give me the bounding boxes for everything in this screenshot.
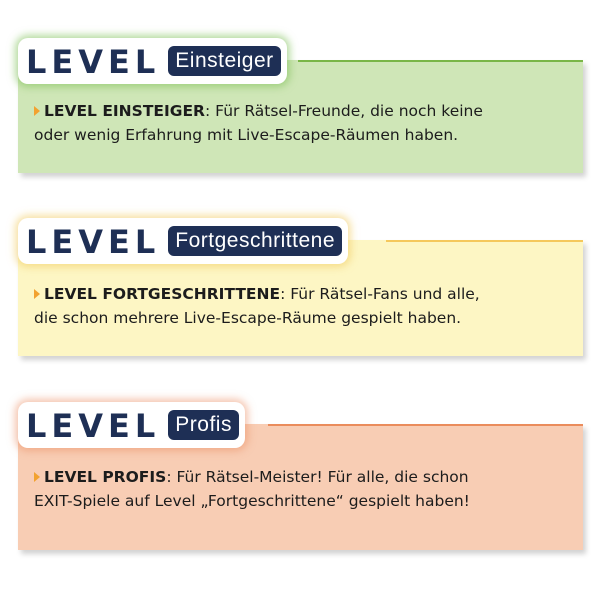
level-badge: LEVEL Einsteiger <box>18 38 287 84</box>
description-text-1: : Für Rätsel-Meister! Für alle, die scho… <box>166 468 469 486</box>
card-top-border <box>386 240 583 242</box>
arrow-right-icon <box>34 106 40 116</box>
description-line-2: die schon mehrere Live-Escape-Räume gesp… <box>34 309 462 327</box>
level-badge: LEVEL Fortgeschrittene <box>18 218 349 264</box>
card-top-border <box>268 424 583 426</box>
level-tag: Profis <box>168 410 239 440</box>
level-tag: Fortgeschrittene <box>168 226 343 256</box>
description-text-1: : Für Rätsel-Freunde, die noch keine <box>205 102 483 120</box>
level-heading: LEVEL EINSTEIGER <box>44 102 205 120</box>
level-card-fortgeschrittene: LEVEL Fortgeschrittene LEVEL FORTGESCHRI… <box>18 218 583 356</box>
description-text-1: : Für Rätsel-Fans und alle, <box>280 285 480 303</box>
level-description: LEVEL FORTGESCHRITTENE: Für Rätsel-Fans … <box>34 282 569 330</box>
level-badge: LEVEL Profis <box>18 402 245 448</box>
level-heading: LEVEL PROFIS <box>44 468 167 486</box>
level-description: LEVEL PROFIS: Für Rätsel-Meister! Für al… <box>34 465 569 513</box>
card-top-border <box>298 60 583 62</box>
level-card-einsteiger: LEVEL Einsteiger LEVEL EINSTEIGER: Für R… <box>18 38 583 173</box>
arrow-right-icon <box>34 289 40 299</box>
level-card-profis: LEVEL Profis LEVEL PROFIS: Für Rätsel-Me… <box>18 402 583 550</box>
description-line-2: oder wenig Erfahrung mit Live-Escape-Räu… <box>34 126 459 144</box>
level-tag: Einsteiger <box>168 46 281 76</box>
level-heading: LEVEL FORTGESCHRITTENE <box>44 285 281 303</box>
arrow-right-icon <box>34 472 40 482</box>
description-line-1: LEVEL EINSTEIGER: Für Rätsel-Freunde, di… <box>34 99 569 123</box>
description-line-1: LEVEL PROFIS: Für Rätsel-Meister! Für al… <box>34 465 569 489</box>
level-label: LEVEL <box>26 406 161 445</box>
level-label: LEVEL <box>26 42 161 81</box>
description-line-1: LEVEL FORTGESCHRITTENE: Für Rätsel-Fans … <box>34 282 569 306</box>
description-line-2: EXIT-Spiele auf Level „Fortgeschrittene“… <box>34 492 470 510</box>
level-label: LEVEL <box>26 222 161 261</box>
level-description: LEVEL EINSTEIGER: Für Rätsel-Freunde, di… <box>34 99 569 147</box>
